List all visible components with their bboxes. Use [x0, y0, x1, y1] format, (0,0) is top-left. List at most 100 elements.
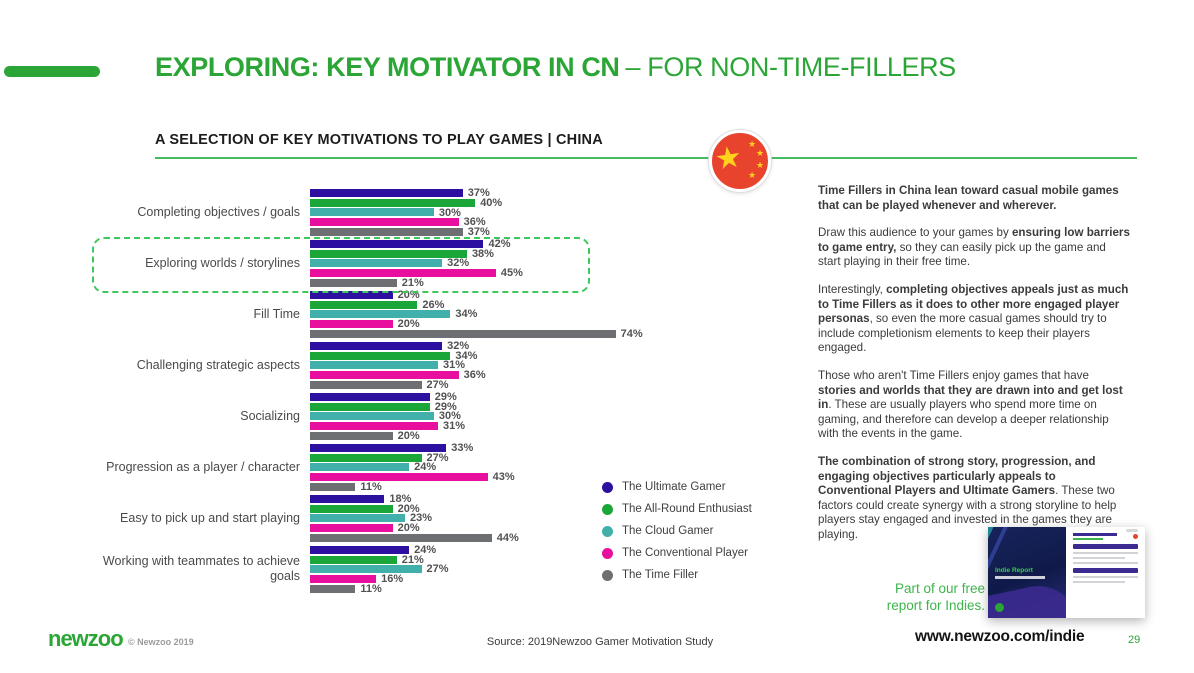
bar-group: 42% 38% 32% 45% 21%	[310, 237, 672, 290]
bar-line: 36%	[310, 216, 672, 228]
insight-paragraph: Time Fillers in China lean toward casual…	[818, 184, 1119, 212]
bar	[310, 463, 410, 472]
bar-line: 36%	[310, 369, 672, 381]
bar-value-label: 27%	[426, 379, 449, 392]
bar-value-label: 27%	[426, 563, 449, 576]
bar	[310, 565, 422, 574]
insight-paragraph: Interestingly, completing objectives app…	[818, 282, 1129, 355]
bar-line: 27%	[310, 563, 672, 576]
bar	[310, 392, 430, 401]
bar-value-label: 34%	[455, 308, 478, 321]
page-title-light: – FOR NON-TIME-FILLERS	[625, 52, 957, 82]
chart-row: Exploring worlds / storylines 42% 38% 32% 45…	[92, 237, 672, 290]
report-url-link[interactable]: www.newzoo.com/indie	[915, 628, 1085, 645]
legend-dot-icon	[602, 525, 613, 537]
category-label: Challenging strategic aspects	[136, 357, 300, 372]
bar-line: 18%	[310, 493, 672, 505]
flag-big-star: ★	[712, 140, 745, 177]
report-thumbnail-page	[1066, 527, 1145, 618]
bar	[310, 514, 405, 523]
bar-value-label: 21%	[401, 553, 424, 566]
legend-dot-icon	[602, 481, 613, 493]
bar-value-label: 21%	[401, 277, 424, 290]
bar-value-label: 30%	[438, 410, 461, 423]
bar	[310, 351, 451, 360]
bar-value-label: 24%	[414, 461, 437, 474]
bar	[310, 555, 397, 564]
bar	[310, 259, 443, 268]
bar-line: 26%	[310, 299, 672, 311]
header-accent-bar	[4, 66, 100, 77]
bar	[310, 290, 393, 299]
bar	[310, 269, 496, 278]
china-flag-icon: ★ ★ ★ ★ ★	[709, 130, 771, 192]
bar-line: 11%	[310, 481, 672, 493]
bar-chart: Completing objectives / goals 37% 40% 30% 36…	[92, 186, 672, 596]
bar-value-label: 37%	[467, 226, 490, 239]
bar-line: 40%	[310, 197, 672, 209]
bar-group: 29% 29% 30% 31% 20%	[310, 390, 672, 442]
bar-line: 23%	[310, 512, 672, 525]
bar	[310, 239, 484, 248]
bar-line: 20%	[310, 430, 672, 442]
bar	[310, 412, 434, 421]
bar	[310, 218, 459, 227]
bar-value-label: 29%	[434, 390, 457, 403]
bar-line: 29%	[310, 390, 672, 403]
thumb-table-header	[1073, 544, 1138, 549]
bar-group: 18% 20% 23% 20% 44%	[310, 493, 672, 544]
bar	[310, 473, 488, 482]
bar-line: 27%	[310, 451, 672, 464]
chart-row: Completing objectives / goals 37% 40% 30% 36…	[92, 186, 672, 239]
bar	[310, 545, 410, 554]
bar-line: 20%	[310, 318, 672, 330]
bar	[310, 402, 430, 411]
chart-row: Easy to pick up and start playing 18% 20% 2…	[92, 493, 672, 544]
bar	[310, 279, 397, 288]
divider-line	[155, 157, 1137, 159]
chart-title: A SELECTION OF KEY MOTIVATIONS TO PLAY G…	[155, 132, 603, 148]
insight-paragraph: The combination of strong story, progres…	[818, 454, 1117, 541]
bar	[310, 341, 443, 350]
thumb-table-row	[1073, 552, 1138, 554]
bar-value-label: 33%	[451, 441, 474, 454]
newzoo-logo: newzoo	[48, 626, 124, 651]
bar-line: 31%	[310, 359, 672, 372]
legend-dot-icon	[602, 503, 613, 515]
chart-row: Working with teammates to achieve goals 2…	[92, 543, 672, 595]
bar-value-label: 29%	[434, 400, 457, 413]
bar-line: 30%	[310, 410, 672, 423]
bar	[310, 320, 393, 329]
legend-item: The Conventional Player	[602, 547, 752, 559]
thumb-table-row	[1073, 562, 1138, 564]
bar-line: 43%	[310, 471, 672, 484]
bar	[310, 330, 616, 339]
category-label: Fill Time	[253, 306, 300, 321]
bar-value-label: 42%	[488, 237, 511, 250]
bar-value-label: 24%	[414, 543, 437, 556]
bar	[310, 483, 356, 491]
cover-subtitle-line	[995, 576, 1045, 579]
bar-line: 21%	[310, 553, 672, 566]
category-label: Socializing	[240, 408, 300, 423]
bar-value-label: 37%	[467, 186, 490, 199]
bar-value-label: 43%	[492, 471, 515, 484]
legend-label: The All-Round Enthusiast	[622, 503, 752, 515]
chart-row: Socializing 29% 29% 30% 31% 20%	[92, 390, 672, 442]
bar-value-label: 31%	[443, 420, 466, 433]
category-label: Easy to pick up and start playing	[120, 510, 300, 525]
bar-line: 21%	[310, 277, 672, 290]
legend-label: The Conventional Player	[622, 547, 748, 559]
thumb-table-row	[1073, 576, 1138, 578]
bar-value-label: 16%	[381, 573, 404, 586]
category-label: Exploring worlds / storylines	[145, 255, 300, 270]
bar-value-label: 27%	[426, 451, 449, 464]
bar	[310, 249, 467, 258]
category-label: Progression as a player / character	[106, 459, 300, 474]
bar	[310, 504, 393, 513]
bar	[310, 300, 418, 309]
chart-row: Challenging strategic aspects 32% 34% 31% 36…	[92, 340, 672, 392]
bar-value-label: 31%	[443, 359, 466, 372]
bar-value-label: 23%	[409, 512, 433, 525]
bar-value-label: 45%	[500, 267, 523, 280]
